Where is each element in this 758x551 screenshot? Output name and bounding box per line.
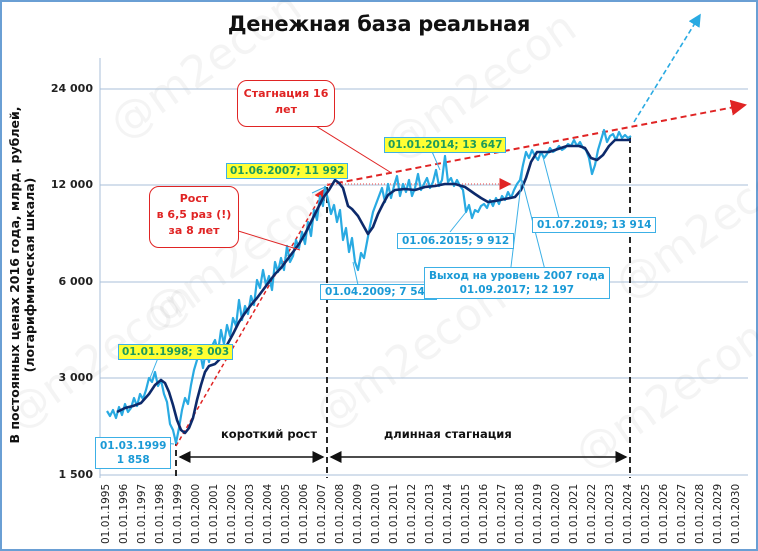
x-tick: 01.01.2001 — [208, 483, 220, 544]
x-tick: 01.01.2013 — [424, 483, 436, 544]
annotation-peak-2014: 01.01.2014; 13 647 — [384, 137, 507, 153]
y-tick: 1 500 — [58, 468, 93, 481]
chart-title: Денежная база реальная — [227, 12, 531, 36]
x-tick: 01.01.2012 — [406, 483, 418, 544]
x-tick: 01.01.2029 — [712, 483, 724, 544]
y-tick: 12 000 — [50, 178, 93, 191]
x-tick: 01.01.2025 — [640, 483, 652, 544]
annotation-exit-2017: Выход на уровень 2007 года 01.09.2017; 1… — [424, 267, 610, 299]
annotation-2019: 01.07.2019; 13 914 — [532, 217, 657, 233]
series-moving-average — [116, 138, 631, 435]
x-tick: 01.01.2021 — [568, 483, 580, 544]
annotation-low-2009: 01.04.2009; 7 547 — [320, 284, 438, 300]
x-tick: 01.01.2014 — [442, 483, 454, 544]
x-tick: 01.01.2026 — [658, 483, 670, 544]
x-tick: 01.01.2006 — [298, 483, 310, 544]
x-tick: 01.01.1997 — [136, 483, 148, 544]
x-tick: 01.01.2019 — [532, 483, 544, 544]
annotation-low-1999: 01.03.1999 1 858 — [95, 437, 172, 469]
annotation-exit-2017-label: Выход на уровень 2007 года — [429, 270, 605, 282]
x-tick: 01.01.2028 — [694, 483, 706, 544]
x-tick: 01.01.2020 — [550, 483, 562, 544]
x-tick: 01.01.2016 — [478, 483, 490, 544]
x-tick: 01.01.2022 — [586, 483, 598, 544]
annotation-stagnation: Стагнация 16 лет — [237, 80, 335, 127]
x-tick: 01.01.1998 — [154, 483, 166, 544]
x-tick: 01.01.2010 — [370, 483, 382, 544]
stagnation-trend-line — [326, 99, 747, 186]
x-tick: 01.01.2009 — [352, 483, 364, 544]
growth-label-line3: за 8 лет — [168, 224, 220, 237]
x-tick: 01.01.2003 — [244, 483, 256, 544]
x-tick: 01.01.2008 — [334, 483, 346, 544]
x-tick: 01.01.2007 — [316, 483, 328, 544]
x-tick: 01.01.2027 — [676, 483, 688, 544]
y-tick: 3 000 — [58, 371, 93, 384]
x-tick: 01.01.1999 — [172, 483, 184, 544]
x-tick: 01.01.2024 — [622, 483, 634, 544]
period-short-growth-label: короткий рост — [221, 427, 318, 441]
x-tick: 01.01.2023 — [604, 483, 616, 544]
annotation-low-1999-value: 1 858 — [116, 454, 150, 466]
period-long-stagnation-label: длинная стагнация — [384, 427, 512, 441]
x-tick: 01.01.2005 — [280, 483, 292, 544]
x-tick: 01.01.2017 — [496, 483, 508, 544]
annotation-growth: Рост в 6,5 раз (!) за 8 лет — [149, 186, 239, 248]
x-tick: 01.01.2002 — [226, 483, 238, 544]
x-tick: 01.01.2030 — [730, 483, 742, 544]
annotation-low-1999-date: 01.03.1999 — [100, 440, 167, 452]
growth-label-line1: Рост — [179, 192, 209, 205]
x-tick: 01.01.2011 — [388, 483, 400, 544]
vertical-markers — [175, 137, 631, 478]
stagnation-label-line2: лет — [275, 103, 297, 116]
annotation-low-2015: 01.06.2015; 9 912 — [397, 233, 515, 249]
y-tick: 24 000 — [50, 82, 93, 95]
annotation-peak-1998: 01.01.1998; 3 003 — [118, 344, 234, 360]
forecast-arrow — [633, 13, 701, 123]
y-tick: 6 000 — [58, 275, 93, 288]
x-tick: 01.01.1995 — [100, 483, 112, 544]
growth-label-line2: в 6,5 раз (!) — [156, 208, 232, 221]
x-tick: 01.01.1996 — [118, 483, 130, 544]
x-tick: 01.01.2004 — [262, 483, 274, 544]
annotation-peak-2007: 01.06.2007; 11 992 — [226, 163, 349, 179]
stagnation-label-line1: Стагнация 16 — [243, 87, 329, 100]
x-tick: 01.01.2018 — [514, 483, 526, 544]
x-tick: 01.01.2015 — [460, 483, 472, 544]
growth-trend-line — [175, 187, 326, 447]
x-tick: 01.01.2000 — [190, 483, 202, 544]
annotation-exit-2017-value: 01.09.2017; 12 197 — [459, 284, 575, 296]
